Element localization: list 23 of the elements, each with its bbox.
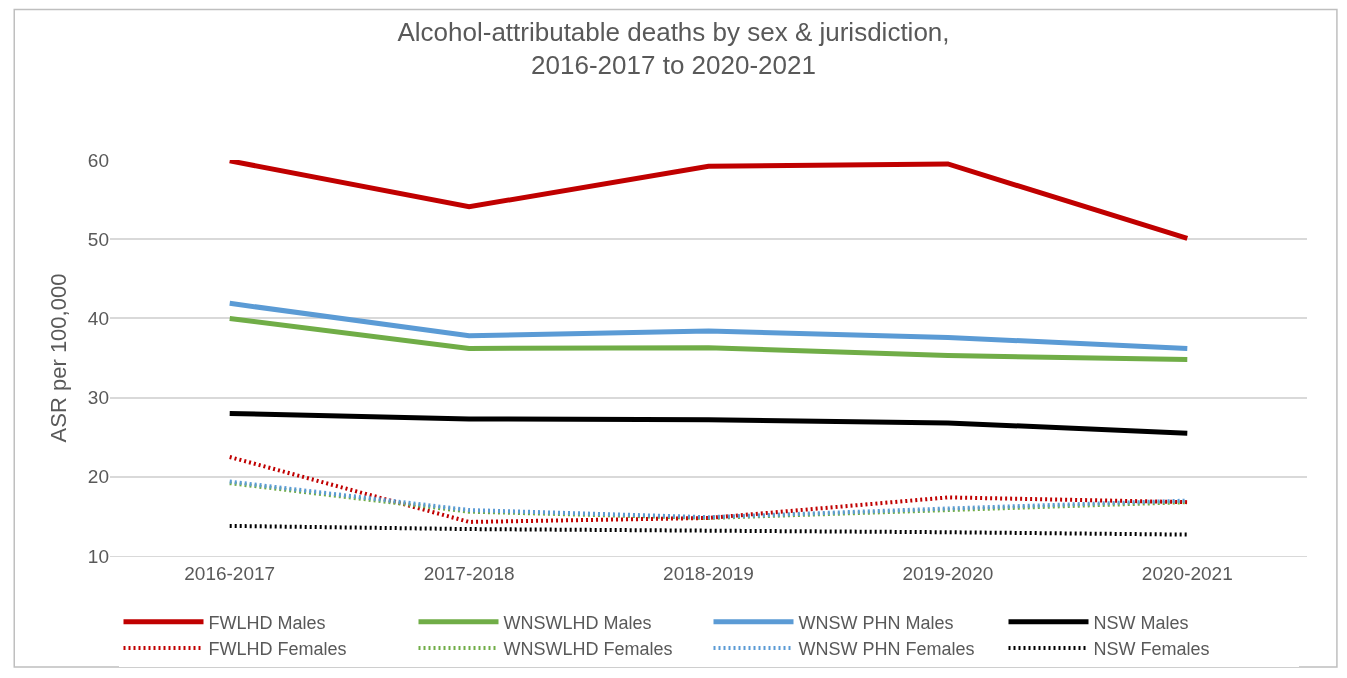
line-series [227, 523, 1190, 537]
y-tick-label: 50 [87, 228, 109, 250]
x-tick-label: 2018-2019 [663, 562, 754, 584]
x-tick-label: 2016-2017 [184, 562, 276, 584]
x-tick-label: 2020-2021 [1141, 562, 1233, 584]
x-tick-label: 2017-2018 [423, 562, 515, 584]
line-series [227, 455, 1190, 524]
y-tick-label: 20 [87, 466, 109, 488]
chart-title: Alcohol-attributable deaths by sex & jurisdiction, 2016-2017 to 2020-2021 [397, 16, 950, 81]
y-tick-label: 30 [87, 387, 109, 409]
y-tick-label: 60 [87, 149, 109, 171]
legend-label: NSW Females [1093, 639, 1210, 660]
legend-label: NSW Males [1093, 612, 1189, 633]
x-tick-label: 2019-2020 [902, 562, 994, 584]
y-tick-label: 40 [87, 308, 109, 330]
legend-label: WNSW PHN Females [798, 639, 975, 660]
legend-label: WNSWLHD Males [503, 612, 652, 633]
y-axis-title: ASR per 100,000 [45, 273, 71, 443]
y-tick-label: 10 [87, 545, 109, 567]
legend-label: WNSW PHN Males [798, 612, 954, 633]
legend-label: FWLHD Males [208, 612, 326, 633]
legend-label: WNSWLHD Females [503, 639, 673, 660]
legend-label: FWLHD Females [208, 639, 347, 660]
